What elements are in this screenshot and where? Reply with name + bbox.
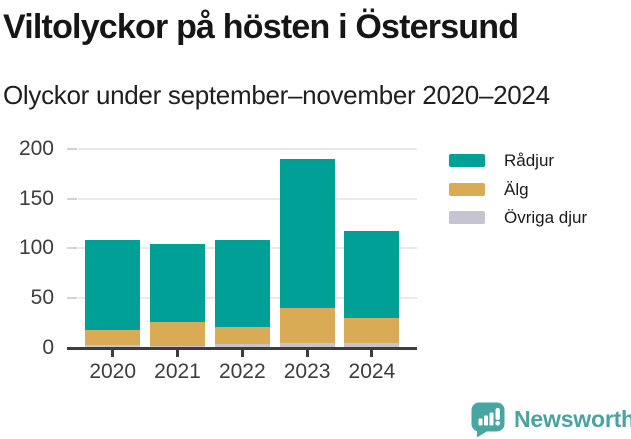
- bar-segment: [85, 329, 141, 345]
- y-axis-tick: [67, 148, 77, 151]
- page-subtitle: Olyckor under september–november 2020–20…: [3, 80, 550, 110]
- brand-wordmark: Newsworthy: [514, 406, 631, 432]
- legend-label: Älg: [504, 179, 529, 199]
- y-axis-label: 200: [18, 137, 54, 161]
- bar-segment: [150, 244, 205, 322]
- bar-segment: [344, 231, 400, 318]
- legend-swatch: [449, 154, 485, 167]
- newsworthy-bubble-barchart-icon: [471, 402, 505, 438]
- x-axis-label: 2022: [218, 360, 266, 383]
- bar-segment: [85, 240, 141, 330]
- x-axis-tick: [305, 350, 309, 357]
- y-axis-tick: [67, 296, 77, 299]
- x-axis-tick: [370, 350, 374, 357]
- bar-segment: [279, 342, 335, 348]
- bar-segment: [344, 342, 400, 348]
- legend-swatch: [449, 182, 485, 196]
- legend-label: Övriga djur: [504, 208, 588, 227]
- y-axis-label: 100: [18, 236, 54, 260]
- y-axis-label: 150: [18, 186, 54, 210]
- bar-segment: [150, 321, 205, 346]
- legend-label: Rådjur: [504, 151, 555, 170]
- bar-segment: [214, 343, 270, 348]
- x-axis-tick: [111, 350, 115, 357]
- bar-segment: [85, 344, 141, 348]
- gridline: [78, 197, 417, 200]
- legend-swatch: [449, 211, 485, 224]
- gridline: [78, 148, 417, 151]
- x-axis-label: 2024: [348, 360, 396, 383]
- y-axis-label: 50: [30, 285, 54, 309]
- y-axis-label: 0: [42, 335, 54, 359]
- y-axis-tick: [67, 247, 77, 250]
- y-axis-tick: [67, 197, 77, 200]
- x-axis-tick: [176, 350, 179, 357]
- page-title: Viltolyckor på hösten i Östersund: [3, 8, 519, 46]
- bar-segment: [214, 326, 270, 344]
- bar-segment: [214, 240, 270, 327]
- brand-footer: Newsworthy: [470, 401, 631, 439]
- bar-segment: [279, 307, 335, 343]
- bar-segment: [279, 159, 335, 308]
- x-axis-line: [67, 347, 417, 350]
- bar-segment: [344, 317, 400, 343]
- x-axis-tick: [240, 350, 244, 357]
- x-axis-label: 2020: [89, 360, 137, 383]
- x-axis-label: 2021: [154, 360, 201, 383]
- bar-segment: [150, 345, 205, 348]
- x-axis-label: 2023: [283, 360, 331, 383]
